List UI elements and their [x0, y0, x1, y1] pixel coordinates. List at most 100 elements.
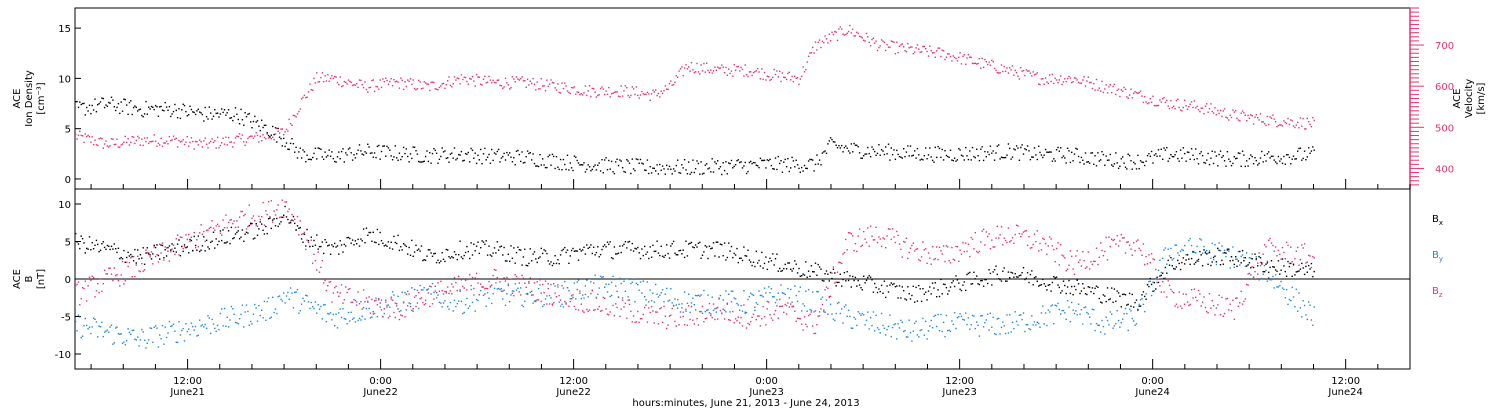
by-series-point [307, 301, 310, 303]
bx-series-point [139, 254, 142, 256]
bx-series-point [555, 262, 558, 265]
bx-series-point [284, 205, 286, 208]
density-series-point [492, 159, 494, 162]
bx-series-point [553, 262, 555, 265]
bz-series-point [480, 283, 482, 285]
bz-series-point [441, 290, 443, 292]
density-series-point [1219, 150, 1222, 152]
by-series-point [779, 305, 781, 308]
by-series-point [408, 302, 410, 304]
by-series-point [996, 318, 998, 320]
bx-series-point [609, 241, 611, 243]
density-series-point [424, 155, 427, 158]
by-series-point [98, 325, 100, 327]
velocity-series-point [484, 75, 486, 77]
density-series-point [853, 142, 855, 145]
density-series-point [626, 159, 628, 161]
bz-series-point [1295, 250, 1297, 252]
velocity-series-point [1025, 69, 1027, 71]
density-series-point [1175, 151, 1178, 153]
velocity-series-point [602, 88, 604, 90]
by-series-point [1036, 321, 1038, 323]
bz-series-point [992, 246, 994, 248]
by-series-point [737, 304, 739, 306]
velocity-series-point [1097, 89, 1099, 91]
bx-series-point [207, 246, 209, 248]
bz-series-point [375, 299, 377, 302]
bx-series-point [542, 252, 544, 255]
by-series-point [1087, 313, 1089, 315]
bz-series-point [1009, 241, 1011, 243]
by-series-point [781, 292, 784, 294]
bz-series-point [730, 301, 733, 303]
velocity-series-point [580, 93, 582, 95]
bx-series-point [908, 293, 910, 295]
by-series-point [936, 325, 938, 328]
bx-series-point [682, 249, 684, 251]
density-series-point [1181, 157, 1183, 159]
velocity-series-point [229, 141, 231, 143]
velocity-series-point [1291, 120, 1293, 122]
velocity-series-point [143, 137, 146, 139]
density-series-point [497, 148, 500, 151]
density-series-point [390, 155, 392, 157]
bz-series-point [905, 237, 908, 239]
bz-series-point [1084, 267, 1087, 269]
velocity-series-point [448, 76, 450, 78]
bz-series-point [747, 322, 749, 325]
bz-series-point [835, 281, 837, 283]
bz-series-point [444, 290, 446, 293]
x-tick-date: June22 [555, 387, 591, 398]
by-series-point [1141, 298, 1143, 300]
bz-series-point [1087, 251, 1089, 253]
velocity-series-point [165, 140, 168, 143]
bz-series-point [559, 299, 562, 301]
density-series-point [1283, 155, 1285, 158]
bz-series-point [1219, 314, 1222, 316]
density-series-point [470, 147, 472, 150]
bz-series-point [1003, 237, 1005, 239]
bx-series-point [200, 249, 202, 251]
bz-series-point [938, 246, 941, 248]
density-series-point [1042, 156, 1044, 159]
by-series-point [1032, 324, 1034, 326]
by-series-point [856, 324, 858, 327]
bz-series-point [1235, 297, 1237, 299]
bx-series-point [1002, 270, 1004, 272]
density-series-point [281, 145, 283, 147]
by-series-point [604, 286, 606, 288]
bz-series-point [1178, 291, 1180, 293]
velocity-series-point [272, 136, 274, 138]
density-series-point [528, 152, 530, 155]
bx-series-point [379, 231, 381, 234]
by-series-point [666, 287, 668, 290]
bz-series-point [722, 308, 724, 310]
velocity-series-point [1261, 121, 1263, 123]
velocity-series-point [758, 71, 760, 73]
bz-series-point [1090, 261, 1092, 263]
by-series-point [1212, 258, 1215, 261]
bz-series-point [120, 274, 122, 276]
bz-series-point [240, 210, 242, 213]
by-series-point [1310, 319, 1313, 321]
by-series-point [219, 312, 222, 315]
bz-series-point [842, 253, 844, 255]
density-series-point [641, 162, 643, 164]
bz-series-point [537, 299, 540, 301]
bz-series-point [1272, 244, 1274, 247]
velocity-series-point [218, 147, 220, 149]
density-series-point [1036, 158, 1038, 161]
by-series-point [1039, 326, 1041, 328]
density-series-point [1184, 152, 1186, 155]
bz-series-point [312, 262, 314, 264]
by-series-point [1043, 323, 1045, 325]
bz-series-point [208, 227, 210, 229]
bx-series-point [550, 261, 552, 263]
by-series-point [440, 302, 442, 304]
density-series-point [113, 106, 115, 108]
bz-series-point [1101, 249, 1103, 252]
by-series-point [544, 298, 547, 300]
velocity-series-point [874, 42, 876, 44]
bz-series-point [685, 308, 687, 311]
velocity-series-point [1013, 74, 1015, 76]
